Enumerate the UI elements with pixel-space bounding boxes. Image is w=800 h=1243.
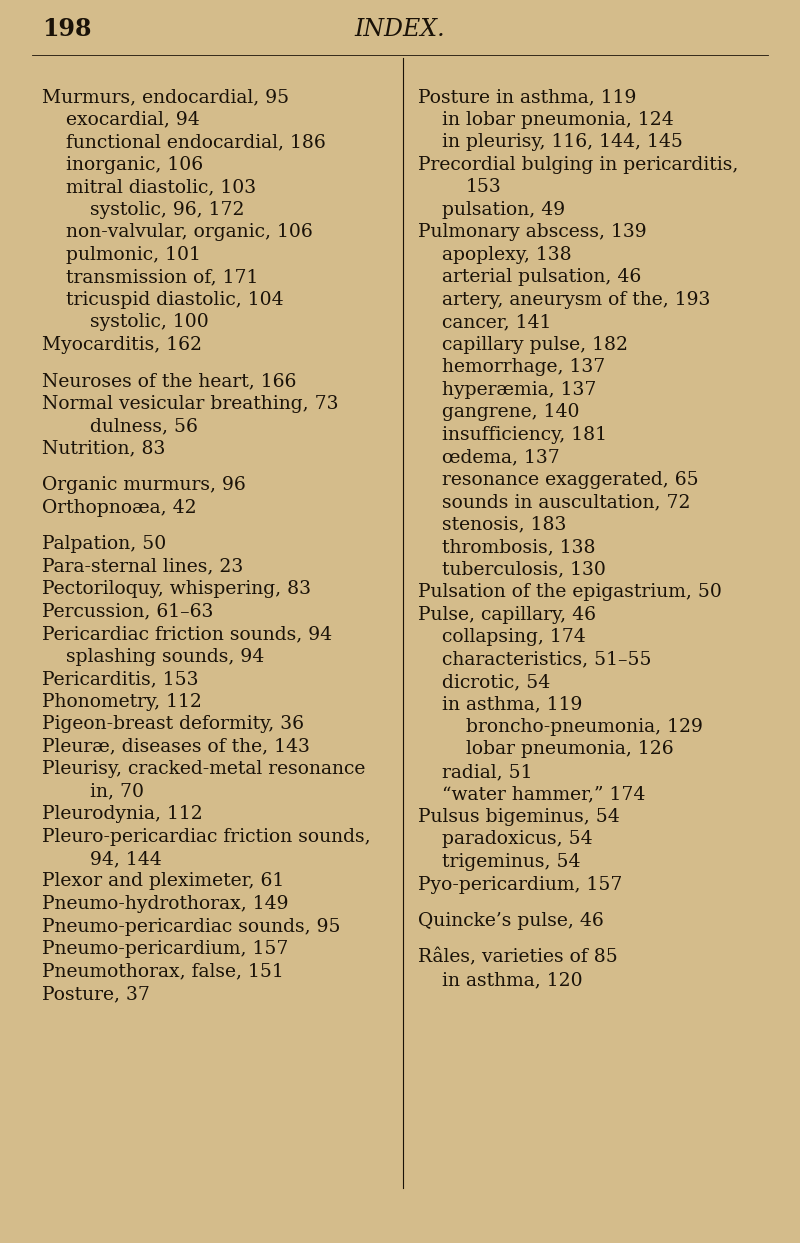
Text: apoplexy, 138: apoplexy, 138: [442, 246, 572, 264]
Text: 198: 198: [42, 17, 91, 41]
Text: Pericarditis, 153: Pericarditis, 153: [42, 670, 198, 687]
Text: transmission of, 171: transmission of, 171: [66, 268, 258, 286]
Text: Murmurs, endocardial, 95: Murmurs, endocardial, 95: [42, 88, 289, 106]
Text: Pyo-pericardium, 157: Pyo-pericardium, 157: [418, 875, 622, 894]
Text: collapsing, 174: collapsing, 174: [442, 628, 586, 646]
Text: Plexor and pleximeter, 61: Plexor and pleximeter, 61: [42, 873, 284, 890]
Text: Organic murmurs, 96: Organic murmurs, 96: [42, 476, 246, 493]
Text: gangrene, 140: gangrene, 140: [442, 403, 579, 421]
Text: pulmonic, 101: pulmonic, 101: [66, 246, 201, 264]
Text: pulsation, 49: pulsation, 49: [442, 200, 565, 219]
Text: resonance exaggerated, 65: resonance exaggerated, 65: [442, 471, 698, 488]
Text: 153: 153: [466, 178, 502, 196]
Text: in pleurisy, 116, 144, 145: in pleurisy, 116, 144, 145: [442, 133, 683, 150]
Text: Para-sternal lines, 23: Para-sternal lines, 23: [42, 558, 243, 576]
Text: dulness, 56: dulness, 56: [90, 416, 198, 435]
Text: Quincke’s pulse, 46: Quincke’s pulse, 46: [418, 912, 604, 930]
Text: lobar pneumonia, 126: lobar pneumonia, 126: [466, 741, 674, 758]
Text: in lobar pneumonia, 124: in lobar pneumonia, 124: [442, 111, 674, 128]
Text: “water hammer,” 174: “water hammer,” 174: [442, 786, 646, 803]
Text: characteristics, 51–55: characteristics, 51–55: [442, 650, 651, 669]
Text: Pleuræ, diseases of the, 143: Pleuræ, diseases of the, 143: [42, 737, 310, 756]
Text: Precordial bulging in pericarditis,: Precordial bulging in pericarditis,: [418, 155, 738, 174]
Text: Orthopnoæa, 42: Orthopnoæa, 42: [42, 498, 197, 517]
Text: Normal vesicular breathing, 73: Normal vesicular breathing, 73: [42, 394, 338, 413]
Text: inorganic, 106: inorganic, 106: [66, 155, 203, 174]
Text: Neuroses of the heart, 166: Neuroses of the heart, 166: [42, 372, 296, 390]
Text: œdema, 137: œdema, 137: [442, 447, 560, 466]
Text: Pericardiac friction sounds, 94: Pericardiac friction sounds, 94: [42, 625, 332, 643]
Text: Pleuro-pericardiac friction sounds,: Pleuro-pericardiac friction sounds,: [42, 828, 370, 845]
Text: functional endocardial, 186: functional endocardial, 186: [66, 133, 326, 150]
Text: systolic, 96, 172: systolic, 96, 172: [90, 200, 245, 219]
Text: artery, aneurysm of the, 193: artery, aneurysm of the, 193: [442, 291, 710, 308]
Text: sounds in auscultation, 72: sounds in auscultation, 72: [442, 493, 690, 511]
Text: Pulsus bigeminus, 54: Pulsus bigeminus, 54: [418, 808, 620, 827]
Text: cancer, 141: cancer, 141: [442, 313, 551, 331]
Text: Phonometry, 112: Phonometry, 112: [42, 692, 202, 711]
Text: systolic, 100: systolic, 100: [90, 313, 209, 331]
Text: Palpation, 50: Palpation, 50: [42, 534, 166, 553]
Text: Posture in asthma, 119: Posture in asthma, 119: [418, 88, 636, 106]
Text: in asthma, 119: in asthma, 119: [442, 696, 582, 713]
Text: tuberculosis, 130: tuberculosis, 130: [442, 561, 606, 578]
Text: paradoxicus, 54: paradoxicus, 54: [442, 830, 593, 849]
Text: splashing sounds, 94: splashing sounds, 94: [66, 648, 264, 665]
Text: trigeminus, 54: trigeminus, 54: [442, 853, 581, 871]
Text: Pleurisy, cracked-metal resonance: Pleurisy, cracked-metal resonance: [42, 759, 366, 778]
Text: arterial pulsation, 46: arterial pulsation, 46: [442, 268, 642, 286]
Text: Pulsation of the epigastrium, 50: Pulsation of the epigastrium, 50: [418, 583, 722, 602]
Text: hemorrhage, 137: hemorrhage, 137: [442, 358, 606, 375]
Text: Percussion, 61–63: Percussion, 61–63: [42, 603, 214, 620]
Text: hyperæmia, 137: hyperæmia, 137: [442, 380, 596, 399]
Text: Pneumo-hydrothorax, 149: Pneumo-hydrothorax, 149: [42, 895, 289, 914]
Text: tricuspid diastolic, 104: tricuspid diastolic, 104: [66, 291, 284, 308]
Text: thrombosis, 138: thrombosis, 138: [442, 538, 595, 556]
Text: mitral diastolic, 103: mitral diastolic, 103: [66, 178, 256, 196]
Text: Pneumo-pericardium, 157: Pneumo-pericardium, 157: [42, 940, 288, 958]
Text: INDEX.: INDEX.: [354, 17, 446, 41]
Text: in, 70: in, 70: [90, 783, 144, 800]
Text: radial, 51: radial, 51: [442, 763, 533, 781]
Text: Râles, varieties of 85: Râles, varieties of 85: [418, 948, 618, 967]
Text: Pectoriloquy, whispering, 83: Pectoriloquy, whispering, 83: [42, 580, 311, 598]
Text: Pneumo-pericardiac sounds, 95: Pneumo-pericardiac sounds, 95: [42, 917, 341, 936]
Text: insufficiency, 181: insufficiency, 181: [442, 425, 607, 444]
Text: Pulmonary abscess, 139: Pulmonary abscess, 139: [418, 222, 646, 241]
Text: Pulse, capillary, 46: Pulse, capillary, 46: [418, 605, 596, 624]
Text: capillary pulse, 182: capillary pulse, 182: [442, 336, 628, 353]
Text: Posture, 37: Posture, 37: [42, 984, 150, 1003]
Text: dicrotic, 54: dicrotic, 54: [442, 672, 550, 691]
Text: Myocarditis, 162: Myocarditis, 162: [42, 336, 202, 353]
Text: broncho-pneumonia, 129: broncho-pneumonia, 129: [466, 718, 703, 736]
Text: 94, 144: 94, 144: [90, 850, 162, 868]
Text: Nutrition, 83: Nutrition, 83: [42, 440, 166, 457]
Text: Pleurodynia, 112: Pleurodynia, 112: [42, 805, 202, 823]
Text: Pneumothorax, false, 151: Pneumothorax, false, 151: [42, 962, 284, 981]
Text: in asthma, 120: in asthma, 120: [442, 971, 582, 989]
Text: exocardial, 94: exocardial, 94: [66, 111, 200, 128]
Text: Pigeon-breast deformity, 36: Pigeon-breast deformity, 36: [42, 715, 304, 733]
Text: stenosis, 183: stenosis, 183: [442, 516, 566, 533]
Text: non-valvular, organic, 106: non-valvular, organic, 106: [66, 222, 313, 241]
